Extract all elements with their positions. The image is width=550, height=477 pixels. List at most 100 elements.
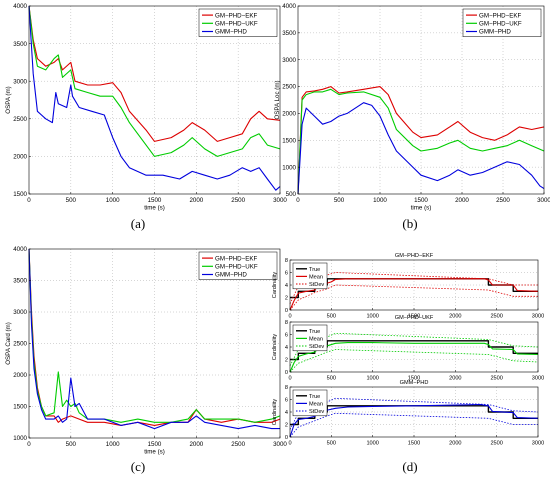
chart-d3: 0 500 1000 1500 2000 2500 300002468Cardinality…: [272, 380, 544, 447]
y-tick-label: 2500: [13, 116, 27, 123]
legend-label: GMM−PHD: [479, 29, 511, 36]
x-tick-label: 1500: [414, 197, 428, 204]
series-line-b-1: [297, 88, 545, 195]
y-tick-label: 1500: [282, 137, 296, 144]
x-tick-label: 2500: [231, 441, 245, 448]
y-tick-label: 3000: [13, 309, 27, 316]
x-tick-label: 2500: [496, 197, 510, 204]
y-tick-label: 0: [285, 370, 288, 376]
x-tick-label: 2500: [490, 376, 502, 382]
x-tick-label: 2000: [455, 197, 469, 204]
legend-label: True: [309, 267, 320, 273]
chart-title: GMM−PHD: [400, 380, 429, 386]
y-tick-label: 2000: [13, 372, 27, 379]
y-axis-label: Cardinality: [272, 334, 278, 361]
caption-d: (d): [402, 459, 417, 474]
x-axis-label: time (s): [144, 448, 165, 455]
y-tick-label: 1500: [13, 191, 27, 198]
x-axis-label: time (s): [144, 204, 165, 211]
legend-label: Mean: [309, 274, 323, 280]
x-tick-label: 0: [296, 197, 300, 204]
legend-label: GM−PHD−UKF: [215, 20, 258, 27]
y-tick-label: 0: [285, 308, 288, 314]
x-tick-label: 500: [327, 376, 336, 382]
legend-box: [292, 262, 328, 290]
chart-d1: 0 500 1000 1500 2000 2500 3000 0 2 4 6 8 Cardinality…: [272, 253, 544, 320]
series-line-b-0: [297, 86, 545, 195]
legend-label: GM−PHD−EKF: [479, 12, 522, 19]
x-tick-label: 1000: [366, 441, 378, 447]
legend-label: StDev: [309, 282, 324, 288]
y-tick-label: 500: [286, 191, 297, 198]
y-tick-label: 2: [285, 295, 288, 301]
x-tick-label: 0: [27, 197, 31, 204]
y-tick-label: 6: [285, 270, 288, 276]
x-tick-label: 3000: [273, 197, 287, 204]
x-tick-label: 1500: [408, 314, 420, 320]
y-tick-label: 4000: [13, 3, 27, 10]
y-tick-label: 2500: [13, 341, 27, 348]
caption-a: (a): [131, 216, 145, 231]
legend-label: True: [309, 394, 320, 400]
x-tick-label: 2000: [449, 441, 461, 447]
x-tick-label: 1000: [106, 441, 120, 448]
series-line-a-1: [28, 5, 281, 157]
series-line-d2-1: [289, 342, 539, 373]
legend-label: GM−PHD−EKF: [215, 12, 258, 19]
x-tick-label: 500: [327, 314, 336, 320]
legend-label: True: [309, 329, 320, 335]
series-line-a-0: [28, 5, 281, 142]
x-tick-label: 2000: [189, 441, 203, 448]
legend-label: GM−PHD−UKF: [479, 20, 522, 27]
legend-label: GM−PHD−UKF: [215, 263, 258, 270]
x-tick-label: 1000: [373, 197, 387, 204]
y-tick-label: 4: [285, 283, 288, 289]
y-tick-label: 1000: [282, 164, 296, 171]
x-tick-label: 2000: [449, 314, 461, 320]
y-tick-label: 8: [285, 320, 288, 326]
y-tick-label: 2: [285, 422, 288, 428]
x-tick-label: 1500: [408, 441, 420, 447]
x-tick-label: 1000: [366, 314, 378, 320]
x-tick-label: 2500: [231, 197, 245, 204]
y-tick-label: 3000: [282, 57, 296, 64]
chart-b: 0 500 1000 1500 2000 2500 30005001000150020002…: [274, 3, 550, 211]
y-axis-label: OSPA (m): [5, 86, 12, 113]
y-tick-label: 2000: [13, 154, 27, 161]
legend-label: GMM−PHD: [215, 272, 247, 279]
x-tick-label: 3000: [537, 197, 550, 204]
x-tick-label: 0: [288, 441, 291, 447]
series-line-d1-1: [289, 278, 539, 311]
x-tick-label: 500: [66, 441, 77, 448]
chart-d2: 0 500 1000 1500 2000 2500 3000 0 2 4 6 8 Cardinality…: [272, 315, 544, 382]
y-tick-label: 2: [285, 357, 288, 363]
y-tick-label: 3000: [13, 78, 27, 85]
series-line-d1-3: [289, 284, 538, 311]
chart-c: 0 500 1000 1500 2000 2500 30001000150020002500…: [5, 246, 287, 455]
series-line-d3-1: [289, 403, 539, 438]
legend-label: GMM−PHD: [215, 29, 247, 36]
y-tick-label: 8: [285, 258, 288, 264]
x-axis-label: time (s): [411, 204, 432, 211]
series-line-b-2: [297, 102, 545, 195]
y-tick-label: 3500: [13, 41, 27, 48]
x-tick-label: 1500: [148, 441, 162, 448]
y-tick-label: 6: [285, 332, 288, 338]
y-tick-label: 0: [285, 435, 288, 441]
x-tick-label: 500: [334, 197, 345, 204]
y-tick-label: 3500: [282, 30, 296, 37]
x-tick-label: 2500: [490, 314, 502, 320]
y-tick-label: 4: [285, 410, 288, 416]
x-tick-label: 500: [66, 197, 77, 204]
x-tick-label: 0: [288, 314, 291, 320]
x-tick-label: 1500: [408, 376, 420, 382]
x-tick-label: 3000: [532, 376, 544, 382]
series-line-d3-3: [289, 412, 538, 438]
y-tick-label: 3500: [13, 278, 27, 285]
legend-label: StDev: [309, 344, 324, 350]
y-tick-label: 1500: [13, 404, 27, 411]
